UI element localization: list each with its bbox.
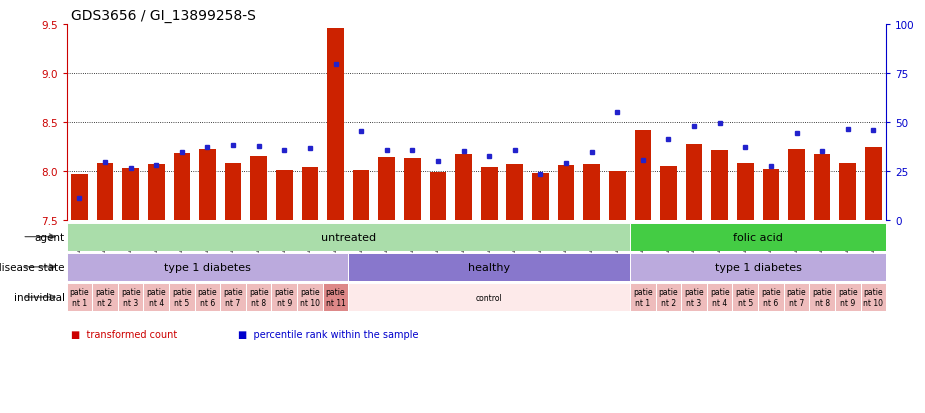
Text: patie
nt 4: patie nt 4 — [146, 288, 166, 307]
Bar — [404, 158, 421, 221]
Bar — [762, 170, 779, 221]
Bar — [225, 164, 241, 221]
Bar — [327, 28, 344, 221]
Bar — [481, 168, 498, 221]
Bar — [737, 164, 754, 221]
Bar — [352, 171, 369, 221]
Bar — [349, 283, 630, 311]
Bar — [758, 283, 783, 311]
Bar — [630, 283, 656, 311]
Bar — [839, 164, 856, 221]
Bar — [429, 173, 446, 221]
Bar — [835, 283, 860, 311]
Bar — [220, 283, 246, 311]
Bar — [148, 165, 165, 221]
Text: folic acid: folic acid — [734, 232, 783, 242]
Bar — [378, 157, 395, 221]
Bar — [630, 253, 886, 281]
Text: patie
nt 1: patie nt 1 — [69, 288, 89, 307]
Bar — [707, 283, 733, 311]
Bar — [783, 283, 809, 311]
Text: patie
nt 8: patie nt 8 — [812, 288, 832, 307]
Text: patie
nt 5: patie nt 5 — [172, 288, 191, 307]
Bar — [276, 171, 292, 221]
Text: patie
nt 10: patie nt 10 — [300, 288, 320, 307]
Text: patie
nt 2: patie nt 2 — [659, 288, 678, 307]
Text: patie
nt 8: patie nt 8 — [249, 288, 268, 307]
Bar — [558, 166, 574, 221]
Bar — [507, 165, 524, 221]
Text: control: control — [475, 293, 502, 302]
Text: patie
nt 7: patie nt 7 — [223, 288, 243, 307]
Bar — [67, 283, 92, 311]
Text: healthy: healthy — [468, 262, 511, 272]
Bar — [297, 283, 323, 311]
Bar — [733, 283, 758, 311]
Bar — [67, 223, 630, 251]
Text: ■  transformed count: ■ transformed count — [71, 329, 178, 339]
Bar — [143, 283, 169, 311]
Bar — [860, 283, 886, 311]
Text: type 1 diabetes: type 1 diabetes — [164, 262, 251, 272]
Text: patie
nt 3: patie nt 3 — [684, 288, 704, 307]
Bar — [349, 253, 630, 281]
Text: patie
nt 11: patie nt 11 — [326, 288, 345, 307]
Text: patie
nt 3: patie nt 3 — [121, 288, 141, 307]
Text: patie
nt 1: patie nt 1 — [633, 288, 653, 307]
Bar — [814, 154, 831, 221]
Text: type 1 diabetes: type 1 diabetes — [715, 262, 802, 272]
Bar — [809, 283, 835, 311]
Text: untreated: untreated — [321, 232, 376, 242]
Bar — [67, 253, 349, 281]
Bar — [656, 283, 681, 311]
Bar — [630, 223, 886, 251]
Bar — [323, 283, 349, 311]
Text: disease state: disease state — [0, 262, 65, 272]
Bar — [302, 168, 318, 221]
Bar — [174, 153, 191, 221]
Bar — [92, 283, 117, 311]
Bar — [635, 131, 651, 221]
Bar — [117, 283, 143, 311]
Bar — [788, 150, 805, 221]
Bar — [251, 156, 267, 221]
Bar — [246, 283, 271, 311]
Bar — [271, 283, 297, 311]
Bar — [169, 283, 194, 311]
Bar — [711, 150, 728, 221]
Bar — [455, 154, 472, 221]
Text: patie
nt 7: patie nt 7 — [786, 288, 807, 307]
Bar — [71, 175, 88, 221]
Text: individual: individual — [14, 292, 65, 302]
Text: ■  percentile rank within the sample: ■ percentile rank within the sample — [238, 329, 418, 339]
Text: agent: agent — [34, 232, 65, 242]
Text: GDS3656 / GI_13899258-S: GDS3656 / GI_13899258-S — [71, 9, 256, 23]
Text: patie
nt 9: patie nt 9 — [838, 288, 857, 307]
Text: patie
nt 6: patie nt 6 — [761, 288, 781, 307]
Bar — [97, 164, 114, 221]
Text: patie
nt 5: patie nt 5 — [735, 288, 755, 307]
Bar — [584, 165, 600, 221]
Bar — [199, 150, 216, 221]
Text: patie
nt 2: patie nt 2 — [95, 288, 115, 307]
Bar — [660, 167, 677, 221]
Text: patie
nt 4: patie nt 4 — [709, 288, 730, 307]
Text: patie
nt 9: patie nt 9 — [275, 288, 294, 307]
Bar — [194, 283, 220, 311]
Bar — [609, 172, 625, 221]
Bar — [532, 174, 549, 221]
Bar — [865, 147, 882, 221]
Text: patie
nt 10: patie nt 10 — [863, 288, 883, 307]
Bar — [122, 169, 139, 221]
Bar — [681, 283, 707, 311]
Text: patie
nt 6: patie nt 6 — [198, 288, 217, 307]
Bar — [685, 145, 702, 221]
